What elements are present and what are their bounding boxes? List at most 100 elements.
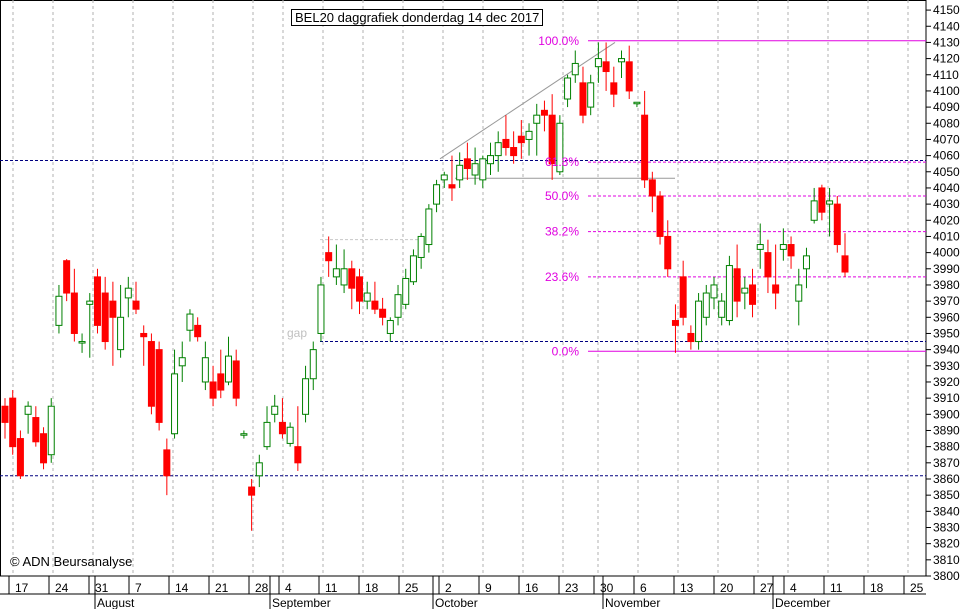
y-tick-label: 3960 [933, 310, 960, 324]
plot-frame [0, 0, 927, 577]
candle-body [86, 300, 94, 305]
candle-body [741, 287, 749, 294]
candle-body [40, 433, 48, 464]
candle-body [16, 438, 24, 477]
candle-body [779, 244, 787, 250]
y-tick-label: 4010 [933, 229, 960, 243]
candle-body [833, 203, 841, 246]
candle-body [648, 179, 656, 197]
candle-body [363, 292, 371, 302]
x-tick-label: 21 [215, 581, 229, 595]
fib-label: 38.2% [545, 225, 579, 239]
candle-body [802, 255, 810, 270]
candle-body [679, 276, 687, 318]
candle-body [402, 277, 410, 305]
candle-body [325, 252, 333, 262]
x-tick-label: 7 [135, 581, 142, 595]
x-tick-label: 13 [680, 581, 694, 595]
candle-body [132, 300, 140, 310]
x-tick-label: 28 [255, 581, 269, 595]
month-label: September [272, 596, 331, 609]
candle-body [309, 349, 317, 380]
candle-body [710, 284, 718, 299]
candle-body [386, 320, 394, 334]
y-tick-label: 4100 [933, 84, 960, 98]
candle-body [155, 349, 163, 423]
candle-body [294, 446, 302, 464]
candle-body [818, 187, 826, 213]
candle-body [9, 397, 17, 448]
candle-body [725, 265, 733, 322]
candle-body [787, 244, 795, 257]
candle-body [302, 378, 310, 415]
candle-body [733, 268, 741, 302]
fib-labels: 100.0% 61.8% 50.0% 38.2% 23.6% 0.0% [538, 34, 579, 358]
candle-body [517, 135, 525, 144]
candle-body [147, 341, 155, 407]
month-label: November [605, 596, 660, 609]
candle-body [841, 255, 849, 273]
y-tick-label: 3830 [933, 520, 960, 534]
y-tick-label: 3940 [933, 343, 960, 357]
x-tick-label: 14 [175, 581, 189, 595]
y-tick-label: 3930 [933, 359, 960, 373]
y-tick-label: 3950 [933, 326, 960, 340]
x-tick-label: 24 [55, 581, 69, 595]
gap-label: gap [287, 326, 308, 340]
candle-body [602, 61, 610, 73]
candle-body [641, 114, 649, 181]
candle-body [24, 405, 32, 415]
candle-body [448, 184, 456, 189]
candle-body [263, 421, 271, 448]
candle-body [286, 426, 294, 444]
y-axis: 3800 3810 3820 3830 3840 3850 3860 3870 3880 3890… [926, 3, 960, 583]
candle-body [178, 357, 186, 367]
candle-body [587, 82, 595, 108]
candle-body [479, 158, 487, 181]
x-tick-label: 17 [15, 581, 29, 595]
x-tick-label: 20 [720, 581, 734, 595]
trend-line [439, 42, 616, 160]
candle-body [618, 58, 626, 63]
y-tick-label: 4020 [933, 213, 960, 227]
candle-body [224, 355, 232, 383]
y-tick-label: 4140 [933, 19, 960, 33]
candle-body [564, 77, 572, 100]
y-tick-label: 4030 [933, 197, 960, 211]
y-tick-label: 4000 [933, 246, 960, 260]
candle-body [548, 114, 556, 165]
x-tick-label: 25 [405, 581, 419, 595]
candle-body [440, 174, 448, 181]
candle-body [756, 244, 764, 250]
candle-body [695, 300, 703, 343]
candle-body [540, 109, 548, 116]
month-label: August [97, 596, 135, 609]
candle-body [32, 417, 40, 443]
candle-body [201, 357, 209, 383]
y-tick-label: 4090 [933, 100, 960, 114]
y-tick-label: 4130 [933, 35, 960, 49]
y-tick-label: 4080 [933, 116, 960, 130]
x-tick-label: 16 [525, 581, 539, 595]
candle-body [456, 164, 464, 181]
y-tick-label: 3880 [933, 440, 960, 454]
candle-body [78, 341, 86, 344]
x-tick-label: 23 [565, 581, 579, 595]
candle-body [594, 58, 602, 68]
candle-body [379, 308, 387, 318]
y-tick-label: 3990 [933, 262, 960, 276]
y-tick-label: 3860 [933, 472, 960, 486]
fib-label: 0.0% [552, 344, 580, 358]
x-tick-label: 18 [365, 581, 379, 595]
candle-body [579, 82, 587, 116]
candle-body [101, 292, 109, 343]
candle-body [702, 292, 710, 318]
candle-body [795, 284, 803, 302]
y-tick-label: 3810 [933, 553, 960, 567]
candle-body [109, 300, 117, 318]
candle-body [278, 421, 286, 435]
x-tick-label: 6 [640, 581, 647, 595]
fib-label: 61.8% [545, 155, 579, 169]
grid [0, 0, 927, 577]
